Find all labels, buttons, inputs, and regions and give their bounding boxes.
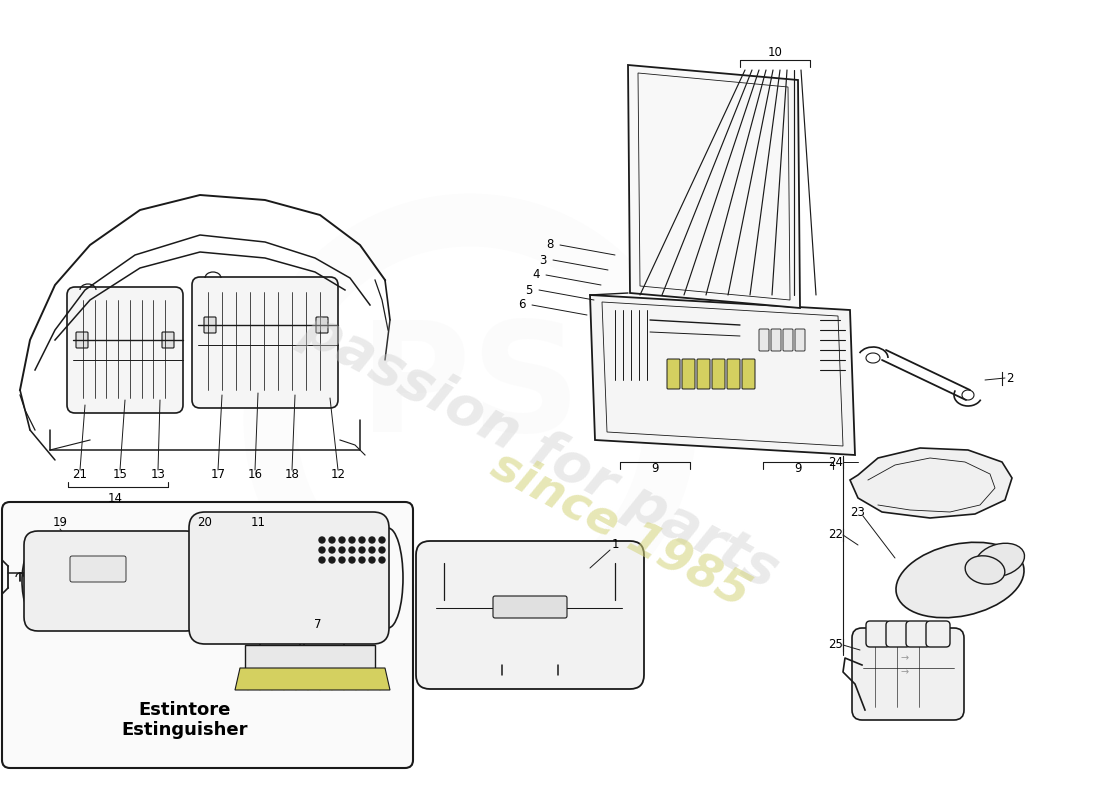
FancyBboxPatch shape (727, 359, 740, 389)
Text: 15: 15 (112, 469, 128, 482)
Text: 9: 9 (794, 462, 802, 474)
Text: Estinguisher: Estinguisher (122, 721, 249, 739)
Circle shape (349, 537, 355, 543)
FancyBboxPatch shape (67, 287, 183, 413)
FancyBboxPatch shape (162, 332, 174, 348)
Text: 24: 24 (828, 455, 843, 469)
Circle shape (319, 547, 324, 553)
Text: 1: 1 (612, 538, 618, 551)
FancyBboxPatch shape (667, 359, 680, 389)
Text: 10: 10 (768, 46, 782, 58)
Circle shape (368, 537, 375, 543)
Text: 9: 9 (651, 462, 659, 474)
Text: →: → (901, 667, 909, 677)
FancyBboxPatch shape (742, 359, 755, 389)
FancyBboxPatch shape (189, 512, 389, 644)
Text: PS: PS (359, 315, 581, 465)
FancyBboxPatch shape (697, 359, 710, 389)
Polygon shape (628, 65, 800, 308)
Polygon shape (590, 295, 855, 455)
Text: 6: 6 (518, 298, 526, 311)
Circle shape (359, 557, 365, 563)
Text: 7: 7 (315, 618, 321, 631)
Bar (245, 645, 375, 670)
Circle shape (359, 547, 365, 553)
Circle shape (329, 547, 336, 553)
FancyBboxPatch shape (76, 332, 88, 348)
Circle shape (339, 547, 345, 553)
Text: passion for parts: passion for parts (293, 301, 788, 599)
FancyBboxPatch shape (771, 329, 781, 351)
FancyBboxPatch shape (783, 329, 793, 351)
Text: 16: 16 (248, 469, 263, 482)
Text: 5: 5 (526, 283, 532, 297)
Circle shape (339, 557, 345, 563)
Text: 12: 12 (330, 469, 345, 482)
Circle shape (379, 547, 385, 553)
Circle shape (329, 557, 336, 563)
Circle shape (329, 537, 336, 543)
FancyBboxPatch shape (682, 359, 695, 389)
Text: 11: 11 (251, 517, 265, 530)
Text: 2: 2 (1006, 371, 1014, 385)
Circle shape (319, 537, 324, 543)
Text: 4: 4 (532, 269, 540, 282)
FancyBboxPatch shape (926, 621, 950, 647)
Text: 3: 3 (539, 254, 547, 266)
Text: 18: 18 (285, 469, 299, 482)
FancyBboxPatch shape (795, 329, 805, 351)
FancyBboxPatch shape (759, 329, 769, 351)
Circle shape (339, 537, 345, 543)
FancyBboxPatch shape (192, 277, 338, 408)
FancyBboxPatch shape (2, 502, 412, 768)
Circle shape (368, 557, 375, 563)
FancyBboxPatch shape (24, 531, 200, 631)
Circle shape (319, 557, 324, 563)
Text: 25: 25 (828, 638, 843, 651)
Circle shape (379, 557, 385, 563)
Text: since 1985: since 1985 (483, 443, 757, 617)
Ellipse shape (965, 556, 1004, 584)
Text: 8: 8 (547, 238, 553, 251)
Circle shape (379, 537, 385, 543)
FancyBboxPatch shape (316, 317, 328, 333)
FancyBboxPatch shape (866, 621, 890, 647)
Text: 22: 22 (828, 529, 843, 542)
Polygon shape (850, 448, 1012, 518)
Text: 21: 21 (73, 469, 88, 482)
Text: 14: 14 (108, 491, 122, 505)
Circle shape (349, 547, 355, 553)
Text: 19: 19 (53, 517, 67, 530)
FancyBboxPatch shape (906, 621, 930, 647)
Text: FERRARI: FERRARI (514, 602, 547, 611)
FancyBboxPatch shape (886, 621, 910, 647)
Text: →: → (901, 653, 909, 663)
Text: Estintore: Estintore (139, 701, 231, 719)
Circle shape (359, 537, 365, 543)
Circle shape (368, 547, 375, 553)
FancyBboxPatch shape (204, 317, 216, 333)
Text: 13: 13 (151, 469, 165, 482)
FancyBboxPatch shape (852, 628, 964, 720)
Ellipse shape (976, 543, 1024, 577)
FancyBboxPatch shape (712, 359, 725, 389)
Text: 23: 23 (850, 506, 866, 518)
FancyBboxPatch shape (70, 556, 126, 582)
FancyBboxPatch shape (416, 541, 644, 689)
Ellipse shape (896, 542, 1024, 618)
Text: 17: 17 (210, 469, 225, 482)
Text: 20: 20 (198, 517, 212, 530)
Polygon shape (235, 668, 390, 690)
Circle shape (349, 557, 355, 563)
FancyBboxPatch shape (493, 596, 566, 618)
